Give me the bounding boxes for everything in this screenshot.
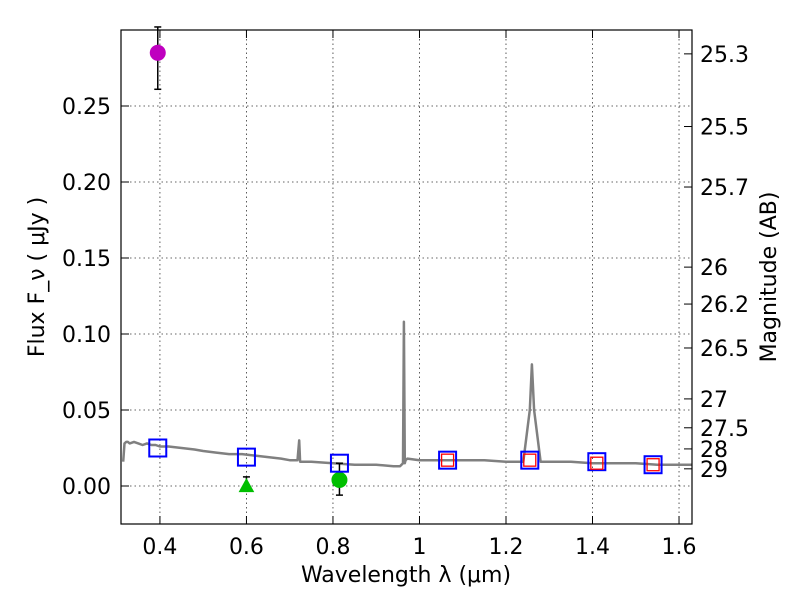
x-tick-label: 1.4 xyxy=(575,535,610,560)
model-photometry-box xyxy=(587,452,607,472)
magnitude-tick-label: 25.3 xyxy=(700,43,749,68)
magnitude-tick-label: 27.5 xyxy=(700,417,749,442)
observed-point xyxy=(149,44,166,61)
x-tick-label: 0.4 xyxy=(142,535,177,560)
y-axis-label-right: Magnitude (AB) xyxy=(757,192,782,363)
magnitude-tick-label: 25.7 xyxy=(700,176,749,201)
spectrum-line xyxy=(121,320,692,468)
x-axis-label: Wavelength λ (μm) xyxy=(301,563,511,588)
magnitude-tick-label: 26.2 xyxy=(700,293,749,318)
model-photometry-box xyxy=(329,453,349,473)
nir-measurement-box xyxy=(646,458,660,472)
model-spectrum xyxy=(121,320,692,468)
data-points xyxy=(148,26,663,496)
x-tick-label: 1.6 xyxy=(662,535,697,560)
y-tick-label: 0.05 xyxy=(62,399,111,424)
nir-measurement-box xyxy=(590,456,604,470)
magnitude-tick-label: 25.5 xyxy=(700,116,749,141)
magnitude-tick-label: 26 xyxy=(700,256,728,281)
y-axis-label-left: Flux F_ν ( μJy ) xyxy=(25,197,50,357)
x-tick-label: 1.2 xyxy=(488,535,523,560)
model-photometry-box xyxy=(643,455,663,475)
y-tick-label: 0.15 xyxy=(62,247,111,272)
y-tick-label: 0.25 xyxy=(62,95,111,120)
plot-frame xyxy=(120,29,693,525)
model-photometry-box xyxy=(520,450,540,470)
observed-point xyxy=(331,471,348,488)
y-tick-label: 0.10 xyxy=(62,323,111,348)
model-photometry-box xyxy=(438,450,458,470)
magnitude-tick-label: 27 xyxy=(700,388,728,413)
y-tick-label: 0.20 xyxy=(62,171,111,196)
x-tick-label: 0.8 xyxy=(315,535,350,560)
axis-ticks: 0.4 0.6 0.8 1 1.2 1.4 1.6 0.00 0.05 0.10 0.15 0.20 0… xyxy=(62,30,749,560)
magnitude-tick-label: 26.5 xyxy=(700,337,749,362)
magnitude-tick-label: 28 xyxy=(700,438,728,463)
x-tick-label: 1 xyxy=(412,535,426,560)
model-photometry-box xyxy=(148,438,168,458)
magnitude-tick-label: 29 xyxy=(700,458,728,483)
x-tick-label: 0.6 xyxy=(229,535,264,560)
grid-lines xyxy=(121,30,692,524)
nir-measurement-box xyxy=(440,453,455,467)
upper-limit-triangle xyxy=(238,477,255,493)
nir-measurement-box xyxy=(523,453,537,467)
y-tick-label: 0.00 xyxy=(62,475,111,500)
model-photometry-box xyxy=(236,447,256,467)
